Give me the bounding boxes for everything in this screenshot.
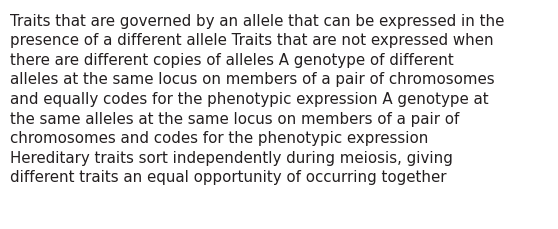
Text: Traits that are governed by an allele that can be expressed in the
presence of a: Traits that are governed by an allele th… (10, 14, 504, 185)
